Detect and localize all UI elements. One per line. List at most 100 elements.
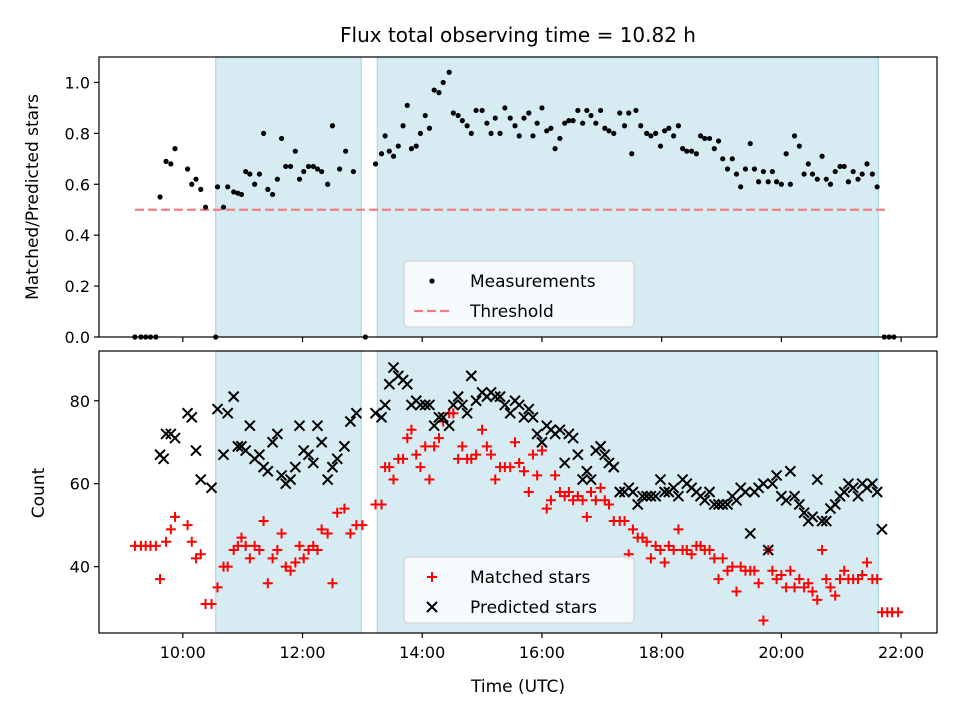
- predicted-star-point: [554, 424, 566, 436]
- matched-star-point: [471, 449, 482, 460]
- matched-star-point: [532, 470, 543, 481]
- measurement-point: [644, 130, 650, 136]
- predicted-star-point: [452, 390, 464, 403]
- measurement-point: [823, 176, 829, 182]
- measurement-point: [796, 143, 802, 149]
- top-legend: Measurements Threshold: [403, 260, 635, 328]
- measurement-point: [220, 204, 227, 210]
- measurement-point: [283, 163, 289, 170]
- predicted-star-point: [447, 399, 460, 411]
- measurement-point: [516, 133, 522, 139]
- measurement-point: [172, 146, 178, 152]
- measurement-point: [814, 176, 820, 182]
- measurement-point: [841, 163, 847, 170]
- predicted-star-point: [816, 515, 828, 527]
- matched-star-point: [518, 466, 529, 477]
- measurement-point: [497, 130, 503, 136]
- predicted-star-point: [536, 436, 548, 448]
- measurement-point: [386, 148, 392, 154]
- predicted-star-point: [838, 486, 850, 498]
- measurement-point: [638, 123, 644, 129]
- predicted-star-point: [594, 440, 607, 453]
- measurement-point: [787, 181, 793, 187]
- top-shaded-interval-1: [215, 56, 362, 338]
- predicted-star-point: [311, 419, 324, 432]
- predicted-star-point: [672, 490, 685, 502]
- predicted-star-point: [581, 465, 593, 477]
- measurement-point: [801, 171, 807, 177]
- measurement-point: [760, 168, 767, 175]
- matched-star-point: [753, 578, 764, 589]
- predicted-star-point: [465, 370, 478, 382]
- measurement-point: [633, 107, 639, 114]
- measurement-point: [684, 148, 690, 154]
- matched-star-point: [267, 553, 278, 564]
- matched-star-point: [165, 524, 176, 535]
- x-tick-label: 12:00: [279, 643, 325, 662]
- measurement-point: [287, 163, 294, 170]
- matched-star-point: [258, 516, 269, 527]
- predicted-star-point: [315, 436, 328, 448]
- top-y-tick-label: 0.2: [65, 277, 90, 296]
- measurement-point: [417, 130, 424, 136]
- predicted-star-point: [806, 511, 819, 523]
- bottom-axes-frame: [98, 350, 938, 634]
- measurement-point: [657, 143, 664, 149]
- matched-star-point: [236, 532, 247, 543]
- predicted-star-point: [423, 399, 436, 411]
- matched-star-point: [240, 540, 251, 551]
- matched-star-point: [872, 574, 883, 585]
- bottom-legend-box: [403, 556, 635, 624]
- measurement-point: [584, 107, 590, 114]
- matched-star-point: [673, 524, 684, 535]
- measurement-point: [544, 128, 550, 134]
- measurement-point: [408, 146, 415, 152]
- top-y-tick-label: 0.8: [65, 124, 90, 143]
- predicted-star-point: [820, 515, 832, 527]
- matched-star-point: [505, 462, 516, 473]
- measurement-point: [184, 166, 191, 172]
- matched-star-point: [830, 590, 841, 601]
- measurement-point: [773, 179, 780, 185]
- predicted-star-point: [387, 361, 400, 374]
- predicted-star-point: [523, 403, 535, 415]
- matched-star-point: [490, 474, 501, 485]
- predicted-star-point: [811, 473, 823, 486]
- matched-star-point: [285, 565, 296, 576]
- top-legend-label: Threshold: [469, 302, 554, 322]
- matched-star-point: [161, 536, 172, 547]
- x-tick-label: 10:00: [160, 643, 206, 662]
- matched-star-point: [577, 495, 588, 506]
- measurement-point: [629, 151, 635, 157]
- measurement-point: [805, 161, 811, 167]
- measurement-point: [314, 166, 321, 172]
- measurement-point: [534, 120, 540, 126]
- predicted-star-point: [527, 411, 539, 424]
- predicted-star-point: [632, 498, 644, 511]
- measurement-point: [648, 133, 654, 139]
- matched-star-point: [206, 598, 217, 609]
- matched-star-point: [590, 495, 601, 506]
- predicted-star-point: [518, 411, 530, 424]
- matched-star-point: [817, 545, 828, 556]
- measurement-point: [621, 123, 628, 129]
- predicted-star-point: [627, 486, 639, 498]
- predicted-star-point: [211, 403, 224, 415]
- predicted-star-point: [744, 527, 756, 540]
- measurement-point: [274, 176, 280, 182]
- measurement-point: [526, 110, 532, 116]
- matched-star-point: [821, 574, 832, 585]
- predicted-star-point: [766, 477, 779, 490]
- measurement-point: [602, 125, 608, 131]
- matched-star-point: [510, 437, 521, 448]
- matched-star-point: [276, 528, 287, 539]
- x-tick-label: 22:00: [878, 643, 924, 662]
- legend-predicted-swatch: [426, 601, 438, 613]
- predicted-star-point: [379, 399, 391, 411]
- predicted-star-point: [645, 490, 657, 502]
- predicted-star-point: [262, 465, 274, 477]
- predicted-star-point: [608, 461, 620, 473]
- matched-star-point: [794, 574, 805, 585]
- measurement-point: [459, 118, 465, 124]
- predicted-star-point: [169, 432, 181, 444]
